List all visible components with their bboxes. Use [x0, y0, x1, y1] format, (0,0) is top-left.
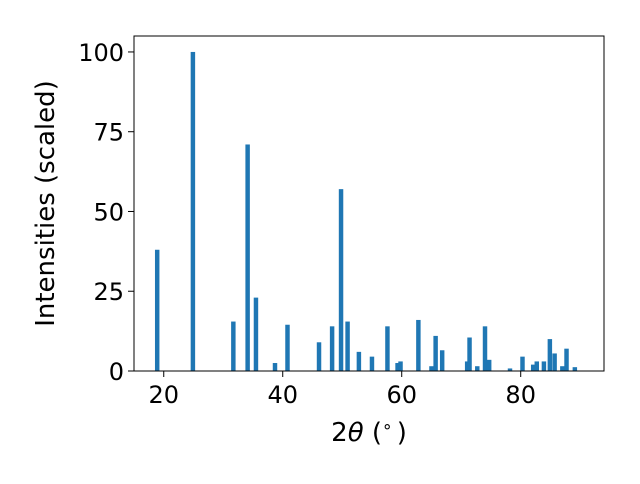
bar-22 [475, 366, 480, 371]
x-tick-label-3: 80 [505, 381, 536, 409]
bar-12 [369, 356, 375, 371]
bar-11 [356, 351, 362, 371]
x-axis-label: 2θ (∘) [331, 417, 407, 448]
bar-7 [316, 342, 322, 371]
bar-19 [439, 350, 445, 371]
bar-6 [285, 324, 290, 371]
x-axis-label-degree: ∘ [382, 417, 393, 437]
bar-3 [245, 144, 250, 371]
x-axis-label-close: ) [397, 418, 407, 448]
bar-31 [552, 353, 557, 371]
bar-32 [560, 366, 565, 371]
bar-2 [231, 321, 236, 371]
bar-29 [541, 361, 547, 371]
bar-27 [530, 364, 536, 371]
x-tick-label-0: 20 [148, 381, 179, 409]
bar-9 [338, 189, 344, 371]
y-axis-label: Intensities (scaled) [31, 80, 61, 327]
bar-10 [345, 321, 350, 371]
bar-28 [534, 361, 539, 371]
bar-20 [464, 361, 470, 371]
bar-5 [272, 363, 278, 371]
y-tick-label-3: 75 [93, 119, 124, 147]
y-axis-ticks: 0 25 50 75 100 [78, 39, 134, 386]
bar-1 [190, 51, 196, 371]
x-axis-label-rest: ( [364, 418, 382, 448]
bar-17 [429, 366, 434, 371]
x-axis-label-main: 2 [331, 418, 348, 448]
bar-34 [572, 367, 578, 371]
x-tick-label-1: 40 [267, 381, 298, 409]
plot-frame [133, 35, 605, 372]
bar-13 [385, 326, 390, 371]
y-tick-label-2: 50 [93, 198, 124, 226]
x-axis-label-theta: θ [348, 418, 364, 448]
bar-30 [547, 339, 553, 371]
y-tick-label-4: 100 [78, 39, 124, 67]
bar-8 [329, 326, 335, 371]
y-tick-label-1: 25 [93, 278, 124, 306]
bar-25 [507, 368, 513, 371]
bar-26 [520, 356, 525, 371]
bar-23 [482, 326, 488, 371]
y-tick-label-0: 0 [109, 358, 124, 386]
bar-4 [253, 297, 259, 371]
bar-0 [154, 249, 160, 371]
bar-14 [395, 363, 400, 371]
bar-18 [433, 335, 438, 371]
bar-33 [564, 348, 569, 371]
bars-group [154, 51, 578, 371]
bar-15 [398, 361, 403, 371]
bar-16 [416, 319, 421, 371]
x-axis-ticks: 20 40 60 80 [148, 371, 536, 409]
bar-24 [486, 359, 492, 371]
x-tick-label-2: 60 [386, 381, 417, 409]
bar-21 [467, 337, 472, 371]
